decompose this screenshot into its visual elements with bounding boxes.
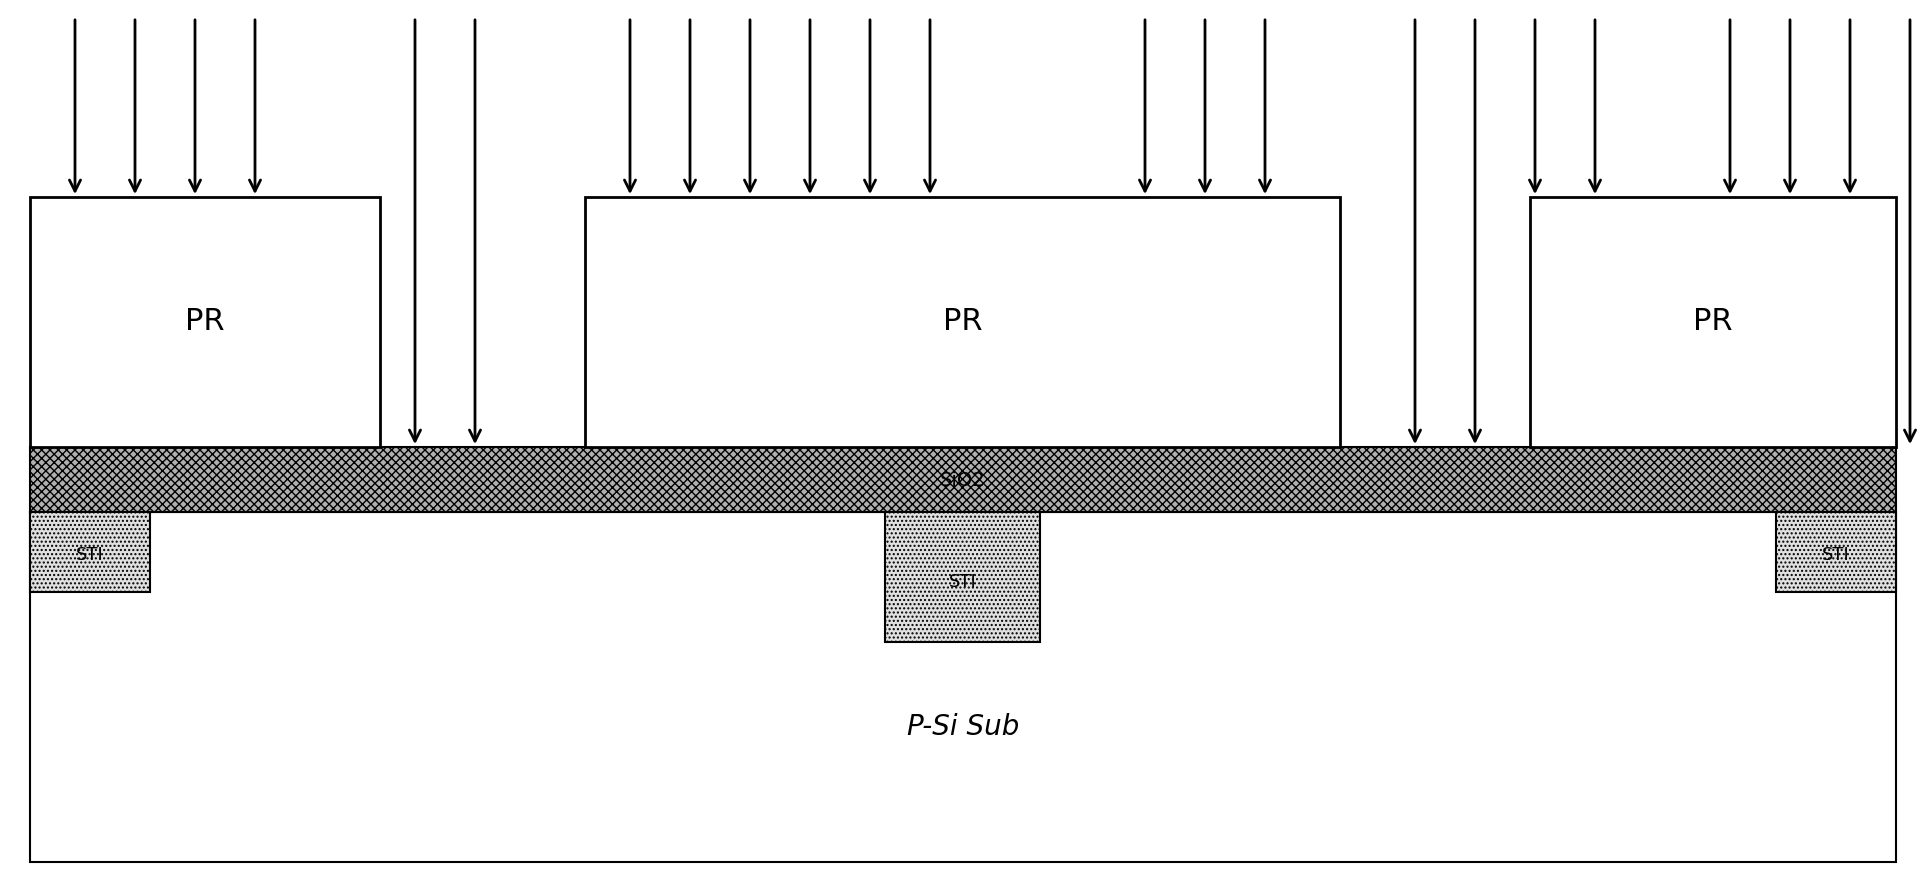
Bar: [886, 512, 1040, 642]
Text: STI: STI: [1822, 546, 1849, 564]
Bar: [1776, 512, 1895, 592]
Bar: [31, 197, 379, 447]
Bar: [31, 512, 1895, 862]
Bar: [31, 447, 1895, 512]
Bar: [1529, 197, 1895, 447]
Text: STI: STI: [77, 546, 104, 564]
Text: P-Si Sub: P-Si Sub: [907, 713, 1019, 741]
Text: SiO2: SiO2: [940, 470, 986, 489]
Text: STI: STI: [950, 573, 976, 591]
Bar: [586, 197, 1340, 447]
Text: PR: PR: [185, 308, 225, 337]
Text: PR: PR: [1693, 308, 1733, 337]
Bar: [31, 512, 150, 592]
Text: PR: PR: [942, 308, 982, 337]
